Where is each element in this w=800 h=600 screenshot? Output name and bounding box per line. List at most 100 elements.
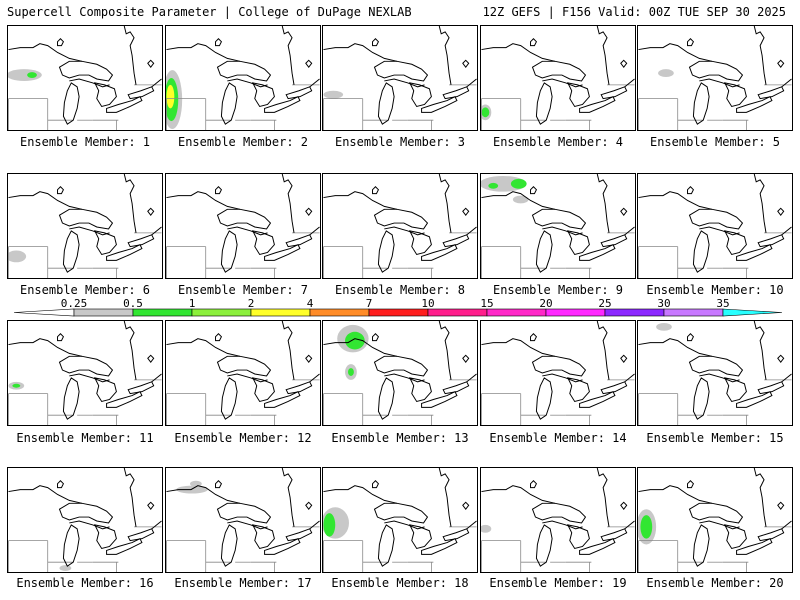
- great-lakes-outline: [123, 468, 137, 527]
- great-lakes-outline: [466, 226, 477, 236]
- great-lakes-outline: [757, 86, 785, 100]
- great-lakes-outline: [699, 373, 740, 383]
- color-scale-bar: 0.25 0.5 1 2 4 7 10 15 20 25 30 35: [13, 297, 783, 317]
- great-lakes-outline: [323, 338, 398, 357]
- great-lakes-outline: [530, 333, 538, 342]
- scp-shading: [481, 524, 492, 533]
- scp-shading: [658, 69, 674, 78]
- great-lakes-outline: [305, 501, 313, 511]
- great-lakes-outline: [692, 524, 710, 567]
- great-lakes-outline: [531, 208, 587, 230]
- great-lakes-outline: [8, 43, 83, 62]
- great-lakes-outline: [127, 234, 155, 248]
- ensemble-map: [638, 26, 792, 130]
- great-lakes-outline: [57, 480, 65, 489]
- great-lakes-outline: [227, 78, 268, 88]
- ensemble-map-panel: [480, 320, 636, 426]
- great-lakes-outline: [127, 86, 155, 100]
- great-lakes-outline: [373, 502, 429, 524]
- scp-shading: [345, 331, 365, 350]
- great-lakes-outline: [215, 38, 223, 47]
- great-lakes-outline: [438, 174, 452, 233]
- great-lakes-outline: [166, 191, 241, 210]
- great-lakes-outline: [692, 230, 710, 273]
- ensemble-map-panel: [7, 320, 163, 426]
- colorbar-tick-label: 25: [598, 297, 611, 310]
- great-lakes-outline: [373, 60, 429, 82]
- great-lakes-outline: [216, 502, 272, 524]
- great-lakes-outline: [323, 191, 398, 210]
- colorbar-segment: [191, 308, 252, 317]
- great-lakes-outline: [596, 468, 610, 527]
- great-lakes-outline: [438, 26, 452, 85]
- ensemble-map: [323, 26, 477, 130]
- ensemble-member-label: Ensemble Member: 3: [334, 135, 466, 149]
- great-lakes-outline: [723, 230, 747, 256]
- great-lakes-outline: [151, 373, 162, 383]
- great-lakes-outline: [127, 528, 155, 542]
- great-lakes-outline: [166, 485, 241, 504]
- great-lakes-outline: [215, 186, 223, 195]
- great-lakes-outline: [442, 86, 470, 100]
- great-lakes-outline: [323, 43, 398, 62]
- great-lakes-outline: [69, 520, 110, 530]
- ensemble-map-panel: [637, 173, 793, 279]
- great-lakes-outline: [147, 59, 155, 69]
- colorbar-tick-label: 10: [421, 297, 434, 310]
- great-lakes-outline: [151, 520, 162, 530]
- great-lakes-outline: [58, 502, 114, 524]
- ensemble-member-label: Ensemble Member: 15: [646, 431, 784, 445]
- great-lakes-outline: [692, 377, 710, 420]
- colorbar-segment: [250, 308, 311, 317]
- ensemble-map-panel: [165, 173, 321, 279]
- great-lakes-outline: [753, 26, 767, 85]
- ensemble-map: [323, 468, 477, 572]
- scp-shading: [8, 250, 27, 263]
- ensemble-map: [8, 174, 162, 278]
- ensemble-map-panel: [7, 25, 163, 131]
- colorbar-segment: [132, 308, 193, 317]
- great-lakes-outline: [699, 520, 740, 530]
- great-lakes-outline: [220, 377, 238, 420]
- great-lakes-outline: [442, 528, 470, 542]
- ensemble-map-panel: [480, 467, 636, 573]
- great-lakes-outline: [309, 78, 320, 88]
- great-lakes-outline: [305, 59, 313, 69]
- great-lakes-outline: [216, 60, 272, 82]
- great-lakes-outline: [106, 537, 143, 555]
- ensemble-member-label: Ensemble Member: 20: [646, 576, 784, 590]
- great-lakes-outline: [542, 226, 583, 236]
- great-lakes-outline: [251, 524, 275, 550]
- colorbar-tick-label: 30: [657, 297, 670, 310]
- great-lakes-outline: [377, 377, 395, 420]
- great-lakes-outline: [251, 230, 275, 256]
- ensemble-map-panel: [165, 320, 321, 426]
- colorbar-segment: [427, 308, 488, 317]
- colorbar-left-arrow: [13, 308, 75, 317]
- ensemble-map: [166, 26, 320, 130]
- great-lakes-outline: [62, 230, 80, 273]
- great-lakes-outline: [69, 226, 110, 236]
- great-lakes-outline: [620, 501, 628, 511]
- great-lakes-outline: [215, 480, 223, 489]
- colorbar-tick-label: 15: [480, 297, 493, 310]
- great-lakes-outline: [736, 390, 773, 408]
- great-lakes-outline: [781, 373, 792, 383]
- great-lakes-outline: [372, 480, 380, 489]
- great-lakes-outline: [723, 377, 747, 403]
- great-lakes-outline: [57, 333, 65, 342]
- colorbar-tick-label: 35: [716, 297, 729, 310]
- scp-shading: [190, 480, 202, 487]
- ensemble-member-label: Ensemble Member: 6: [19, 283, 151, 297]
- great-lakes-outline: [421, 390, 458, 408]
- great-lakes-outline: [542, 373, 583, 383]
- great-lakes-outline: [251, 377, 275, 403]
- great-lakes-outline: [384, 226, 425, 236]
- ensemble-member-label: Ensemble Member: 11: [16, 431, 154, 445]
- colorbar-segment: [663, 308, 724, 317]
- ensemble-member-label: Ensemble Member: 14: [489, 431, 627, 445]
- great-lakes-outline: [166, 43, 241, 62]
- great-lakes-outline: [531, 502, 587, 524]
- great-lakes-outline: [688, 355, 744, 377]
- great-lakes-outline: [377, 82, 395, 125]
